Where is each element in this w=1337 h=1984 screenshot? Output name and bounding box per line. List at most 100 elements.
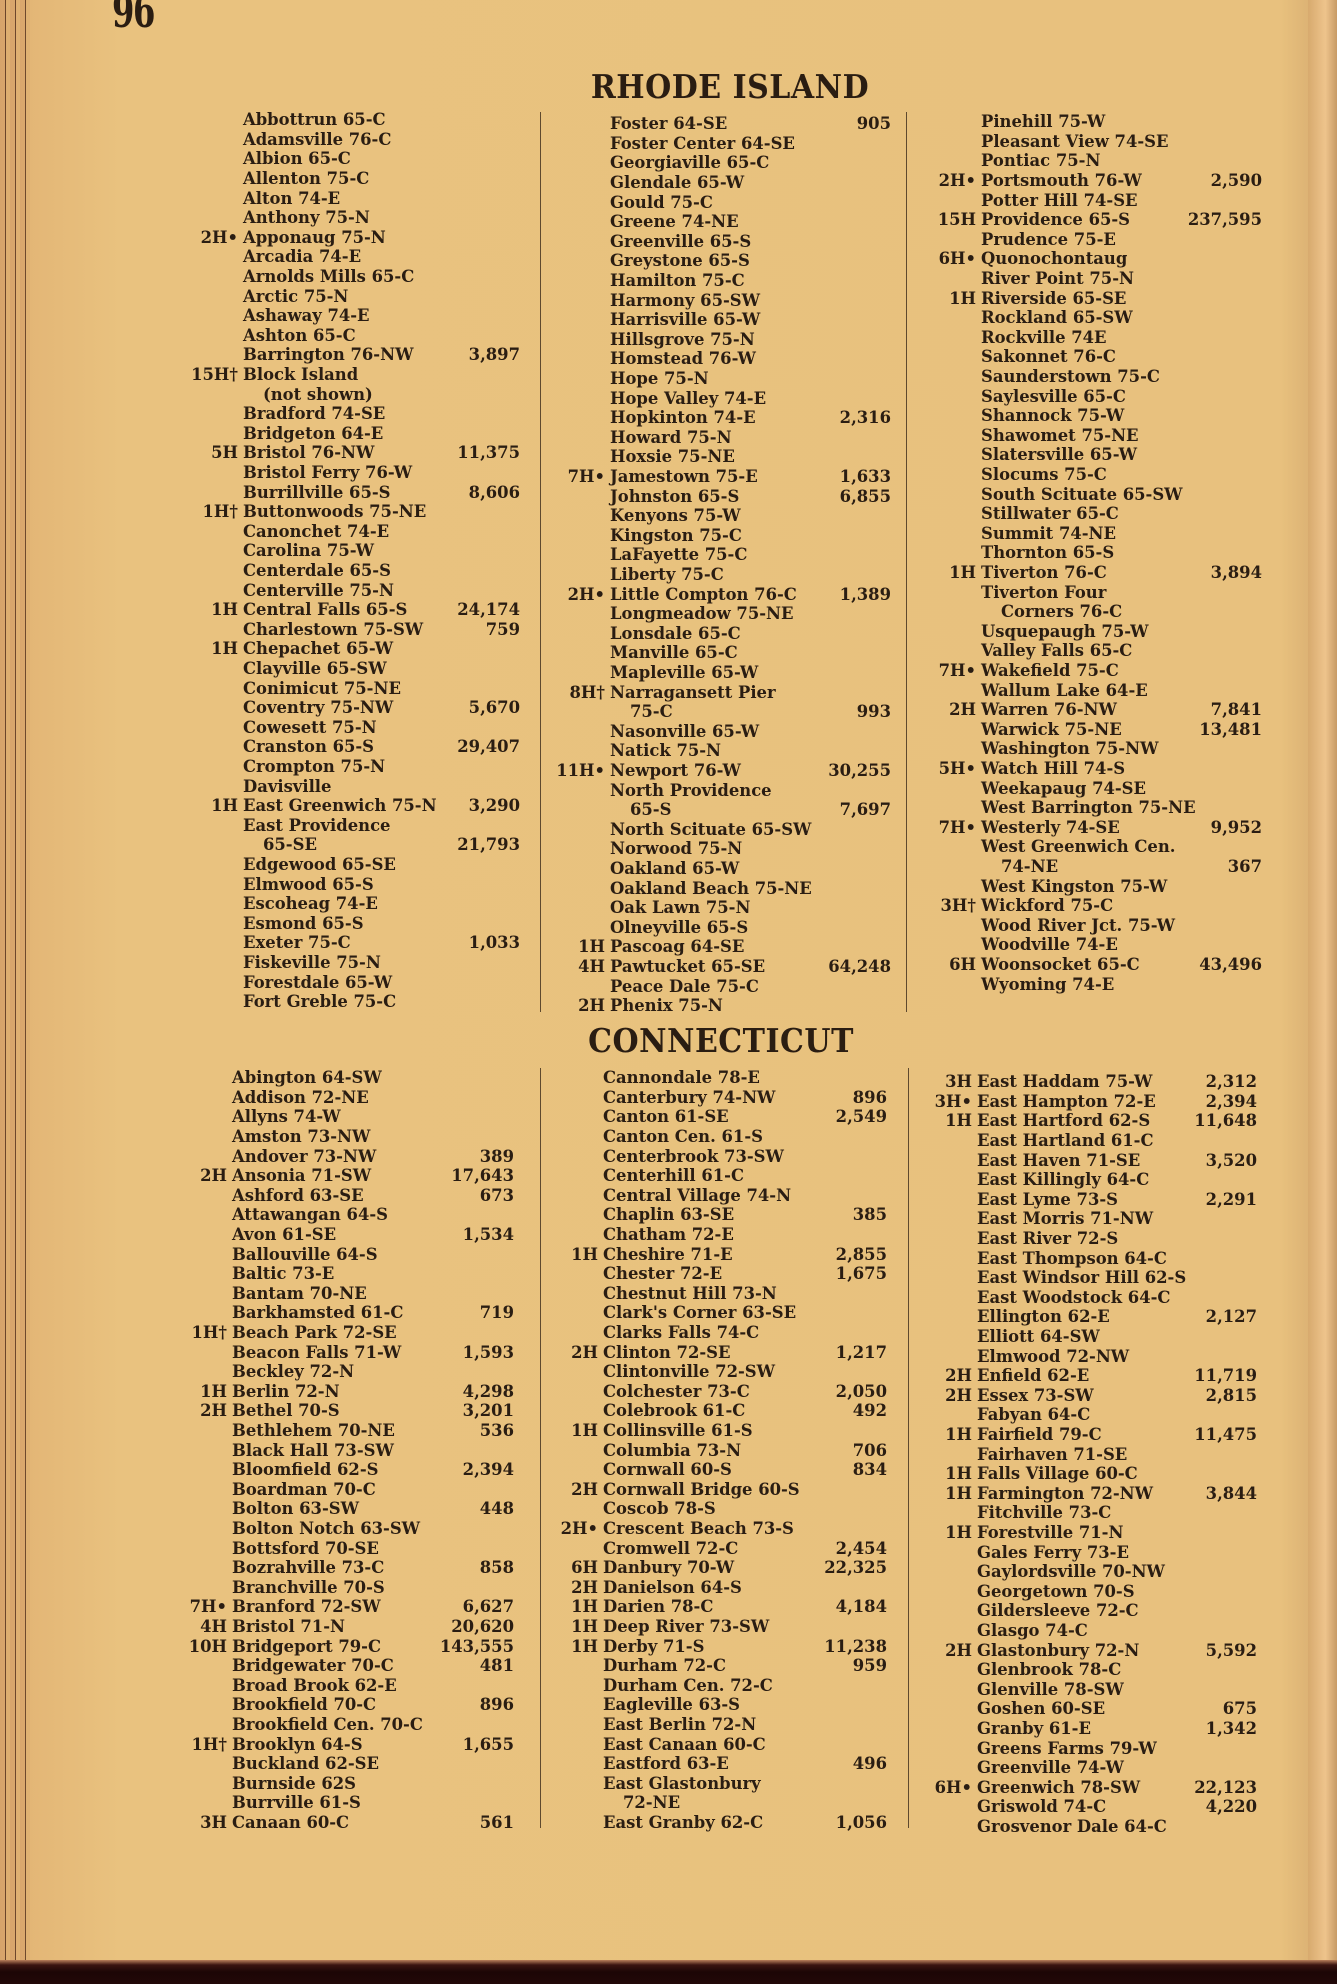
place-name-map-ref: Bethlehem 70-NE	[232, 1421, 395, 1440]
population: 21,793	[457, 835, 520, 855]
place-name-map-ref: Chepachet 65-W	[243, 639, 394, 659]
place-name-map-ref: Wallum Lake 64-E	[981, 680, 1148, 700]
place-name-map-ref: Thornton 65-S	[981, 543, 1115, 563]
place-name-map-ref: Central Village 74-N	[603, 1185, 792, 1205]
place-name-map-ref: Bristol 71-N	[232, 1617, 345, 1636]
place-name-map-ref: Anthony 75-N	[243, 208, 370, 228]
place-name-map-ref: Apponaug 75-N	[243, 227, 386, 247]
place-name-map-ref: Bridgeton 64-E	[243, 423, 384, 443]
place-name-map-ref: Greenville 65-S	[610, 231, 752, 251]
place-name-map-ref: Fort Greble 75-C	[243, 992, 397, 1012]
place-name-map-ref: Chaplin 63-SE	[603, 1205, 735, 1225]
place-name-map-ref: East Hartford 62-S	[977, 1111, 1151, 1131]
place-name-map-ref: Derby 71-S	[603, 1636, 705, 1656]
hotel-count-marker: 6H•	[938, 249, 976, 269]
place-name-map-ref: Liberty 75-C	[610, 565, 724, 584]
place-name-map-ref: Barkhamsted 61-C	[232, 1303, 404, 1323]
place-name-map-ref: Eastford 63-E	[603, 1754, 729, 1774]
place-name-map-ref: Hillsgrove 75-N	[610, 329, 755, 349]
place-name-map-ref: East Granby 62-C	[603, 1813, 764, 1832]
place-name-map-ref: Centerhill 61-C	[603, 1166, 744, 1186]
place-name-map-ref: Buckland 62-SE	[232, 1754, 379, 1774]
place-name-map-ref: Ansonia 71-SW	[232, 1166, 372, 1186]
place-name-map-ref: Eagleville 63-S	[603, 1695, 741, 1715]
place-name-map-ref: Hamilton 75-C	[610, 271, 745, 290]
population: 17,643	[451, 1166, 514, 1186]
section-heading: RHODE ISLAND	[590, 68, 870, 107]
place-name-map-ref: Bottsford 70-SE	[232, 1538, 379, 1558]
place-name-map-ref: Black Hall 73-SW	[232, 1440, 394, 1460]
hotel-count-marker: 1H	[945, 1464, 972, 1484]
population: 1,217	[835, 1342, 887, 1362]
place-name-map-ref: Clarks Falls 74-C	[603, 1323, 760, 1342]
section-heading: CONNECTICUT	[588, 1022, 854, 1061]
place-name-map-ref: Bridgewater 70-C	[232, 1656, 394, 1676]
place-name-map-ref: East Hartland 61-C	[977, 1131, 1154, 1150]
hotel-count-marker: 1H	[211, 639, 238, 659]
place-name-map-ref: Bloomfield 62-S	[232, 1460, 379, 1480]
place-name-map-ref: Amston 73-NW	[232, 1127, 371, 1146]
place-name-map-ref: Rockville 74E	[981, 327, 1107, 347]
place-name-map-ref: Arnolds Mills 65-C	[243, 267, 415, 286]
population: 536	[479, 1421, 514, 1440]
place-name-map-ref: East Morris 71-NW	[977, 1209, 1154, 1229]
hotel-count-marker: 2H	[571, 1479, 598, 1499]
place-name-map-ref: East Thompson 64-C	[977, 1248, 1167, 1268]
hotel-count-marker: 15H	[937, 210, 976, 230]
hotel-count-marker: 2H	[200, 1401, 227, 1421]
place-name-map-ref: Warwick 75-NE	[981, 719, 1122, 739]
population: 2,590	[1210, 171, 1262, 190]
place-name-map-ref: Bolton Notch 63-SW	[232, 1519, 421, 1538]
hotel-count-marker: 2H	[945, 1640, 972, 1660]
place-name-map-ref: Durham Cen. 72-C	[603, 1675, 773, 1695]
place-name-map-ref: 65-SE	[263, 835, 317, 855]
place-name-map-ref: Griswold 74-C	[977, 1797, 1107, 1817]
population: 367	[1227, 857, 1262, 876]
place-name-map-ref: Danielson 64-S	[603, 1577, 742, 1597]
place-name-map-ref: Brookfield 70-C	[232, 1695, 377, 1715]
place-name-map-ref: Gildersleeve 72-C	[977, 1601, 1139, 1621]
place-name-map-ref: Crescent Beach 73-S	[603, 1519, 794, 1538]
place-name-map-ref: Hoxsie 75-NE	[610, 447, 735, 467]
hotel-count-marker: 1H†	[202, 502, 238, 522]
place-name-map-ref: Clark's Corner 63-SE	[603, 1303, 797, 1323]
population: 4,184	[835, 1597, 887, 1617]
place-name-map-ref: Durham 72-C	[603, 1656, 727, 1676]
population: 2,855	[835, 1244, 887, 1264]
place-name-map-ref: East Lyme 73-S	[977, 1189, 1119, 1209]
population: 2,549	[835, 1107, 887, 1127]
place-name-map-ref: Ashaway 74-E	[243, 306, 370, 326]
place-name-map-ref: Canonchet 74-E	[243, 521, 390, 541]
hotel-count-marker: 1H	[945, 1425, 972, 1444]
place-name-map-ref: North Providence	[610, 780, 772, 800]
place-name-map-ref: Natick 75-N	[610, 741, 722, 761]
place-name-map-ref: Glenville 78-SW	[977, 1679, 1124, 1699]
place-name-map-ref: Arcadia 74-E	[243, 247, 362, 267]
population: 448	[479, 1499, 514, 1519]
place-name-map-ref: Cromwell 72-C	[603, 1538, 739, 1558]
population: 496	[852, 1754, 887, 1774]
place-name-map-ref: Wickford 75-C	[981, 896, 1114, 916]
place-name-map-ref: Pleasant View 74-SE	[981, 131, 1169, 151]
place-name-map-ref: Cornwall 60-S	[603, 1460, 732, 1480]
place-name-map-ref: Burnside 62S	[232, 1773, 357, 1793]
place-name-map-ref: Little Compton 76-C	[610, 584, 797, 604]
population: 1,655	[462, 1734, 514, 1754]
place-name-map-ref: Quonochontaug	[981, 249, 1128, 269]
place-name-map-ref: Providence 65-S	[981, 210, 1131, 230]
place-name-map-ref: East Berlin 72-N	[603, 1715, 757, 1734]
place-name-map-ref: Falls Village 60-C	[977, 1464, 1138, 1484]
population: 8,606	[468, 482, 520, 502]
place-name-map-ref: Tiverton Four	[981, 582, 1107, 602]
place-name-map-ref: Allenton 75-C	[243, 169, 370, 188]
place-name-map-ref: Greenwich 78-SW	[977, 1777, 1141, 1797]
place-name-map-ref: Bridgeport 79-C	[232, 1636, 382, 1656]
hotel-count-marker: 2H•	[200, 227, 238, 247]
population: 896	[852, 1087, 887, 1107]
population: 492	[852, 1401, 887, 1421]
place-name-map-ref: Harmony 65-SW	[610, 290, 761, 310]
hotel-count-marker: 4H	[200, 1617, 227, 1636]
place-name-map-ref: Alton 74-E	[243, 188, 341, 208]
place-name-map-ref: Grosvenor Dale 64-C	[977, 1817, 1167, 1836]
place-name-map-ref: Norwood 75-N	[610, 839, 743, 859]
